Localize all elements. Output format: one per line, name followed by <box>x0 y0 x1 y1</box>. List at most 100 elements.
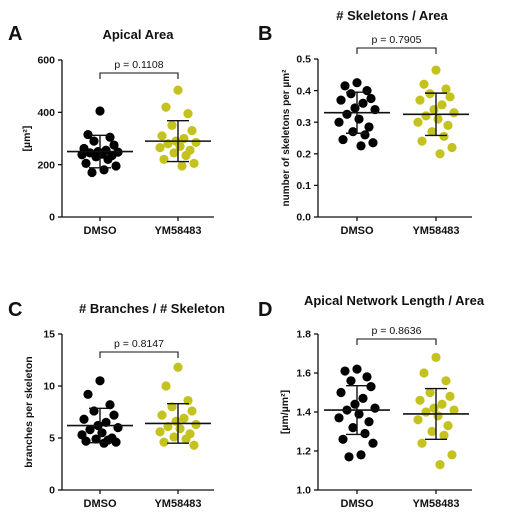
data-point <box>159 154 169 165</box>
y-tick-label: 5 <box>49 433 55 445</box>
data-point <box>183 109 193 119</box>
panel-letter: B <box>258 23 272 45</box>
data-point <box>155 143 165 153</box>
data-point <box>159 437 169 447</box>
y-tick-label: 200 <box>37 159 55 171</box>
data-point <box>87 167 97 178</box>
data-point <box>105 132 115 142</box>
data-point <box>111 161 121 171</box>
y-tick-label: 10 <box>43 381 55 393</box>
data-point <box>348 423 358 433</box>
data-point <box>187 126 197 136</box>
data-point <box>362 86 372 96</box>
data-point <box>95 106 105 116</box>
data-point <box>447 450 457 460</box>
data-point <box>364 417 374 427</box>
data-point <box>157 131 167 141</box>
data-point <box>161 102 171 112</box>
data-point <box>419 368 429 378</box>
data-point <box>427 127 437 137</box>
p-value-label: p = 0.7905 <box>372 34 422 46</box>
data-point <box>191 419 201 430</box>
x-tick-label: YM58483 <box>412 498 459 510</box>
data-point <box>346 376 356 386</box>
y-tick-label: 0.3 <box>296 117 311 129</box>
p-value-label: p = 0.8636 <box>372 325 422 337</box>
data-point <box>169 148 179 158</box>
x-tick-label: YM58483 <box>154 498 201 510</box>
data-point <box>334 413 344 423</box>
data-point <box>109 140 119 150</box>
data-point <box>350 399 360 409</box>
panel-d: D Apical Network Length / Area 1.0 1.2 1.4 1.… <box>258 293 485 510</box>
significance-bracket <box>99 72 179 79</box>
data-point <box>157 410 167 420</box>
y-tick-label: 1.0 <box>296 485 311 497</box>
data-point <box>354 114 364 124</box>
y-axis-label: branches per skeleton <box>23 356 35 467</box>
y-tick-label: 0.2 <box>296 149 311 161</box>
data-point <box>429 104 439 115</box>
data-point <box>105 400 115 410</box>
panel-letter: A <box>8 23 22 45</box>
data-point <box>366 382 376 392</box>
data-point <box>370 403 380 413</box>
data-point <box>336 387 346 398</box>
data-point <box>113 423 123 433</box>
y-tick-label: 15 <box>43 329 55 341</box>
data-point <box>352 78 362 88</box>
data-point <box>340 366 350 376</box>
data-point <box>91 152 101 162</box>
data-point <box>413 117 423 127</box>
data-point <box>427 426 437 437</box>
data-point <box>366 93 376 104</box>
data-point <box>163 421 173 432</box>
panel-b: B # Skeletons / Area 0.0 0.1 0.2 0.3 0.4 0.5 num… <box>258 8 472 237</box>
data-point <box>109 410 119 420</box>
data-point <box>356 141 366 151</box>
data-point <box>99 165 109 175</box>
data-point <box>179 413 189 423</box>
data-point <box>425 387 435 398</box>
data-point <box>368 438 378 448</box>
data-point <box>358 393 368 403</box>
data-point <box>340 81 350 91</box>
data-point <box>435 149 445 159</box>
data-point <box>441 376 451 386</box>
significance-bracket <box>99 351 179 358</box>
data-point <box>429 403 439 413</box>
data-point <box>175 424 185 434</box>
data-point <box>344 452 354 462</box>
data-point <box>441 84 451 94</box>
y-tick-label: 0 <box>49 485 55 497</box>
y-tick-label: 1.6 <box>296 368 311 380</box>
data-point <box>433 114 443 124</box>
data-point <box>334 117 344 127</box>
data-point <box>81 158 91 168</box>
data-point <box>173 362 183 372</box>
data-point <box>346 89 356 99</box>
data-point <box>449 405 459 415</box>
x-tick-label: YM58483 <box>154 225 201 237</box>
data-point <box>421 111 431 121</box>
y-axis-label: number of skeletons per µm² <box>281 69 292 207</box>
y-axis-label: [µm/µm²] <box>279 390 291 434</box>
x-tick-label: YM58483 <box>412 225 459 237</box>
panel-letter: C <box>8 299 22 321</box>
data-point <box>103 154 113 165</box>
data-point <box>85 425 95 435</box>
y-tick-label: 1.8 <box>296 329 311 341</box>
x-tick-label: DMSO <box>341 225 374 237</box>
data-point <box>189 158 199 168</box>
data-point <box>419 79 429 89</box>
data-point <box>439 131 449 142</box>
p-value-label: p = 0.1108 <box>114 59 163 71</box>
data-point <box>417 136 427 146</box>
data-point <box>338 434 348 444</box>
data-point <box>89 136 99 146</box>
data-point <box>169 432 179 442</box>
data-point <box>348 127 358 137</box>
data-point <box>81 436 91 446</box>
y-tick-label: 0.4 <box>296 85 311 97</box>
